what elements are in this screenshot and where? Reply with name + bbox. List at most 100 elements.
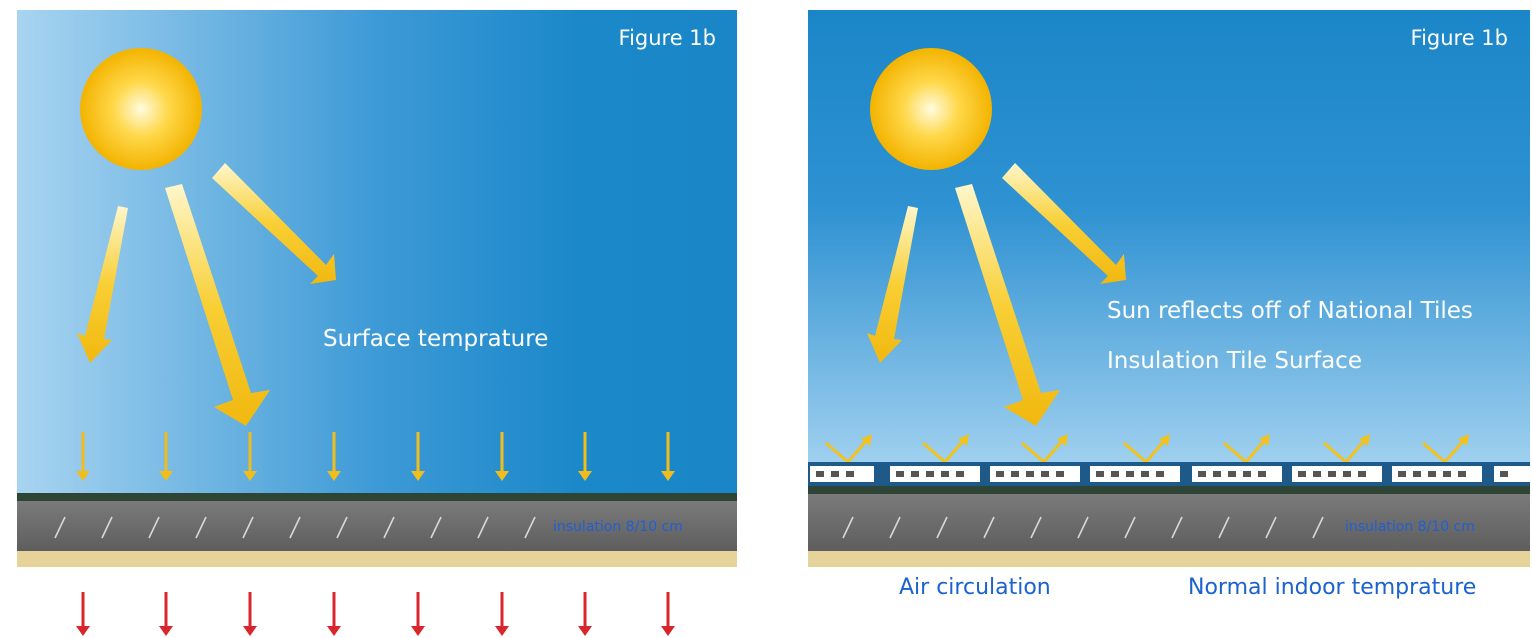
tile-dot — [1413, 471, 1421, 477]
tile-dot — [1458, 471, 1466, 477]
insulation-hatch-mark — [936, 516, 948, 539]
heat-loss-arrow — [327, 626, 341, 636]
tile-dot — [1328, 471, 1336, 477]
sun-ray-arrow — [77, 206, 128, 363]
heat-down-arrow — [159, 471, 173, 481]
roof-tile — [1292, 466, 1382, 482]
tile-dot — [1298, 471, 1306, 477]
insulation-hatch-mark — [1124, 516, 1136, 539]
heat-down-arrow — [327, 471, 341, 481]
insulation-hatch-mark — [148, 516, 160, 539]
tile-dot — [1500, 471, 1508, 477]
right-figure-label: Figure 1b — [1411, 26, 1508, 50]
tile-dot — [1443, 471, 1451, 477]
tile-dot — [1398, 471, 1406, 477]
tile-dot — [1096, 471, 1104, 477]
reflect-arrow-head — [1259, 434, 1270, 446]
tile-dot — [926, 471, 934, 477]
heat-down-arrow — [495, 471, 509, 481]
tile-dot — [1313, 471, 1321, 477]
roof-tile — [810, 466, 874, 482]
heat-down-arrow — [243, 471, 257, 481]
insulation-hatch-mark — [383, 516, 395, 539]
tile-dot — [1343, 471, 1351, 477]
insulation-hatch-mark — [54, 516, 66, 539]
heat-loss-arrow — [578, 626, 592, 636]
insulation-hatch-mark — [242, 516, 254, 539]
right-reflect-label-1: Sun reflects off of National Tiles — [1107, 298, 1473, 324]
heat-down-arrow — [411, 471, 425, 481]
insulation-hatch-mark — [195, 516, 207, 539]
reflect-arrow-head — [1458, 434, 1469, 446]
heat-loss-arrow — [243, 626, 257, 636]
tile-dot — [1428, 471, 1436, 477]
roof-tile — [1090, 466, 1180, 482]
roof-tile — [990, 466, 1080, 482]
right-indoor-temp-label: Normal indoor temprature — [1188, 575, 1476, 600]
left-insulation-hatch — [54, 516, 536, 539]
left-heat-arrows — [76, 432, 675, 481]
tile-dot — [816, 471, 824, 477]
tile-dot — [846, 471, 854, 477]
insulation-hatch-mark — [101, 516, 113, 539]
right-sun-icon — [870, 48, 992, 170]
left-panel: Figure 1b Surface temprature insulation … — [17, 10, 737, 636]
left-sun-rays — [77, 163, 336, 426]
tile-dot — [1111, 471, 1119, 477]
heat-down-arrow — [661, 471, 675, 481]
roof-tile — [890, 466, 980, 482]
heat-down-arrow — [578, 471, 592, 481]
heat-loss-arrow — [76, 626, 90, 636]
insulation-hatch-mark — [889, 516, 901, 539]
tile-dot — [1258, 471, 1266, 477]
insulation-hatch-mark — [1265, 516, 1277, 539]
left-roof-top — [17, 493, 737, 501]
roof-tile — [1192, 466, 1282, 482]
right-panel: Figure 1b Sun reflects off of National T… — [808, 10, 1530, 600]
tile-dot — [1198, 471, 1206, 477]
reflect-arrow-head — [861, 434, 872, 446]
insulation-hatch-mark — [430, 516, 442, 539]
insulation-hatch-mark — [1218, 516, 1230, 539]
tile-dot — [1358, 471, 1366, 477]
sun-ray-arrow — [1002, 163, 1126, 284]
left-surface-label: Surface temprature — [323, 326, 548, 352]
insulation-hatch-mark — [983, 516, 995, 539]
left-sun-icon — [80, 48, 202, 170]
tile-dot — [1056, 471, 1064, 477]
right-air-circulation-label: Air circulation — [899, 575, 1051, 600]
tile-dot — [1156, 471, 1164, 477]
sun-ray-arrow — [867, 206, 918, 363]
tile-dot — [1011, 471, 1019, 477]
tile-dot — [1041, 471, 1049, 477]
insulation-hatch-mark — [1077, 516, 1089, 539]
insulation-hatch-mark — [524, 516, 536, 539]
tile-dot — [831, 471, 839, 477]
right-reflect-label-2: Insulation Tile Surface — [1107, 348, 1362, 374]
reflect-arrow-head — [1159, 434, 1170, 446]
right-insulation-label: insulation 8/10 cm — [1345, 519, 1475, 535]
right-tiles — [810, 466, 1530, 482]
insulation-hatch-mark — [1171, 516, 1183, 539]
right-insulation-hatch — [842, 516, 1324, 539]
heat-loss-arrow — [495, 626, 509, 636]
right-roof-top — [808, 486, 1530, 494]
tile-dot — [1228, 471, 1236, 477]
heat-loss-arrow — [661, 626, 675, 636]
tile-dot — [896, 471, 904, 477]
heat-loss-arrow — [411, 626, 425, 636]
tile-dot — [911, 471, 919, 477]
right-ceiling — [808, 551, 1530, 567]
insulation-hatch-mark — [842, 516, 854, 539]
tile-dot — [1213, 471, 1221, 477]
tile-dot — [956, 471, 964, 477]
tile-dot — [1126, 471, 1134, 477]
tile-dot — [941, 471, 949, 477]
roof-tile — [1494, 466, 1530, 482]
roof-tile — [1392, 466, 1482, 482]
heat-down-arrow — [76, 471, 90, 481]
insulation-hatch-mark — [1030, 516, 1042, 539]
insulation-hatch-mark — [477, 516, 489, 539]
insulation-hatch-mark — [1312, 516, 1324, 539]
